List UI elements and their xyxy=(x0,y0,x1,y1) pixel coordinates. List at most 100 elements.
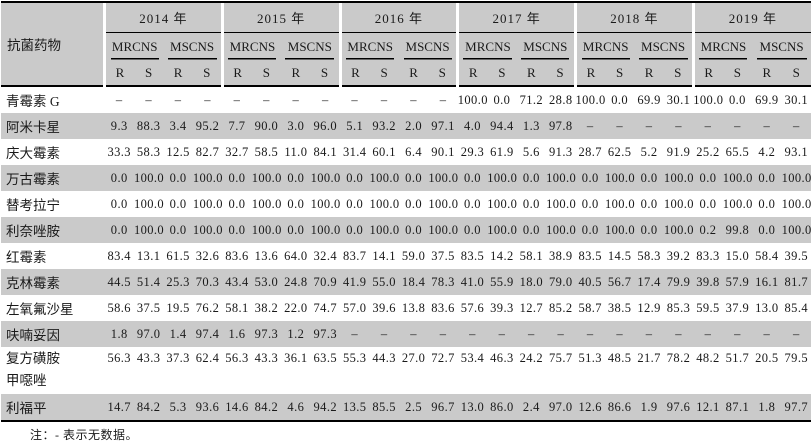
rs-header: S xyxy=(722,60,753,87)
value-cell: 97.3 xyxy=(313,326,338,341)
rs-header: S xyxy=(428,60,458,87)
value-cell: 51.4 xyxy=(136,274,161,289)
value-cell: 0.0 xyxy=(758,196,776,211)
value-cell: 0.0 xyxy=(758,170,776,185)
value-cell: 0.0 xyxy=(522,170,540,185)
value-cell: – xyxy=(115,92,123,107)
value-cell: 58.5 xyxy=(254,144,279,159)
value-cell: 0.0 xyxy=(522,222,540,237)
value-cell: 40.5 xyxy=(578,274,602,289)
value-cell: 57.6 xyxy=(460,300,485,315)
rs-header: R xyxy=(398,60,429,87)
value-cell: 100.0 xyxy=(487,222,518,237)
value-cell: 100.0 xyxy=(781,196,812,211)
value-cell: 97.0 xyxy=(549,399,573,414)
value-cell: 70.3 xyxy=(195,274,220,289)
rs-header: R xyxy=(573,60,605,87)
value-cell: 84.2 xyxy=(254,399,279,414)
value-cell: 87.1 xyxy=(725,399,750,414)
value-cell: – xyxy=(380,92,388,107)
value-cell: 55.3 xyxy=(342,351,367,365)
value-cell: 17.4 xyxy=(637,274,661,289)
value-cell: 83.5 xyxy=(460,248,485,263)
value-cell: 32.6 xyxy=(195,248,220,263)
value-cell: 0.0 xyxy=(110,170,128,185)
value-cell: 0.0 xyxy=(699,196,717,211)
value-cell: 56.7 xyxy=(607,274,632,289)
rs-header: R xyxy=(281,60,311,87)
value-cell: 63.5 xyxy=(313,351,338,365)
value-cell: 69.9 xyxy=(637,92,661,107)
value-cell: 0.0 xyxy=(287,170,305,185)
value-cell: 0.0 xyxy=(287,222,305,237)
value-cell: 38.9 xyxy=(549,248,573,263)
value-cell: 2.5 xyxy=(405,399,422,414)
value-cell: 0.0 xyxy=(346,170,364,185)
value-cell: – xyxy=(792,118,800,133)
value-cell: 97.8 xyxy=(549,118,573,133)
value-cell: 62.5 xyxy=(607,144,632,159)
value-cell: – xyxy=(586,118,594,133)
value-cell: 18.0 xyxy=(519,274,544,289)
drug-name-cell: 左氧氟沙星 xyxy=(6,302,74,317)
value-cell: 13.0 xyxy=(460,399,485,414)
value-cell: 58.4 xyxy=(755,248,779,263)
drug-name-line2: 甲噁唑 xyxy=(6,373,47,388)
rs-header: S xyxy=(369,60,399,87)
value-cell: 83.4 xyxy=(107,248,131,263)
value-cell: 32.4 xyxy=(313,248,338,263)
value-cell: 44.3 xyxy=(372,351,396,365)
value-cell: 100.0 xyxy=(369,170,400,185)
value-cell: – xyxy=(645,326,653,341)
value-cell: 100.0 xyxy=(604,170,636,185)
value-cell: 100.0 xyxy=(428,222,459,237)
value-cell: 30.1 xyxy=(666,92,691,107)
value-cell: 100.0 xyxy=(693,92,724,107)
value-cell: – xyxy=(469,326,476,341)
rs-header: S xyxy=(546,60,576,87)
rs-header: S xyxy=(310,60,340,87)
table-row: 庆大霉素 33.3 58.3 12.5 82.7 32.7 58.5 11.0 84.1 31.4… xyxy=(1,139,811,165)
value-cell: 96.0 xyxy=(313,118,338,133)
value-cell: 39.5 xyxy=(784,248,809,263)
value-cell: 5.3 xyxy=(169,399,187,414)
value-cell: 86.6 xyxy=(607,399,632,414)
value-cell: 100.0 xyxy=(133,222,165,237)
value-cell: 94.4 xyxy=(490,118,514,133)
value-cell: 2.0 xyxy=(405,118,422,133)
value-cell: 31.4 xyxy=(342,144,367,159)
value-cell: 100.0 xyxy=(192,222,223,237)
value-cell: 4.0 xyxy=(464,118,481,133)
value-cell: 56.3 xyxy=(225,351,249,365)
value-cell: 85.2 xyxy=(549,300,573,315)
value-cell: 65.5 xyxy=(725,144,750,159)
value-cell: 82.7 xyxy=(195,144,220,159)
value-cell: 60.1 xyxy=(372,144,396,159)
value-cell: 0.2 xyxy=(699,222,717,237)
table-row: 替考拉宁 0.0 100.0 0.0 100.0 0.0 100.0 0.0 100.0 0.0 1… xyxy=(1,191,811,217)
value-cell: 79.0 xyxy=(549,274,573,289)
value-cell: 93.6 xyxy=(195,399,220,414)
value-cell: 13.6 xyxy=(254,248,279,263)
drug-name-cell: 复方磺胺 甲噁唑 xyxy=(1,347,105,394)
rs-header: S xyxy=(251,60,282,87)
value-cell: 15.0 xyxy=(725,248,750,263)
value-cell: 55.9 xyxy=(490,274,514,289)
value-cell: 72.7 xyxy=(431,351,455,365)
value-cell: 97.7 xyxy=(784,399,809,414)
value-cell: 0.0 xyxy=(287,196,305,211)
value-cell: 59.0 xyxy=(401,248,426,263)
value-cell: 14.5 xyxy=(607,248,632,263)
value-cell: – xyxy=(439,326,447,341)
rs-header: S xyxy=(781,60,811,87)
value-cell: 20.5 xyxy=(755,351,779,365)
value-cell: 0.0 xyxy=(405,222,422,237)
value-cell: 99.8 xyxy=(725,222,750,237)
value-cell: 14.1 xyxy=(372,248,396,263)
value-cell: 39.2 xyxy=(666,248,691,263)
value-cell: 36.1 xyxy=(284,351,308,365)
value-cell: 0.0 xyxy=(110,196,128,211)
value-cell: 58.1 xyxy=(519,248,544,263)
value-cell: 46.3 xyxy=(490,351,514,365)
value-cell: 84.2 xyxy=(136,399,161,414)
